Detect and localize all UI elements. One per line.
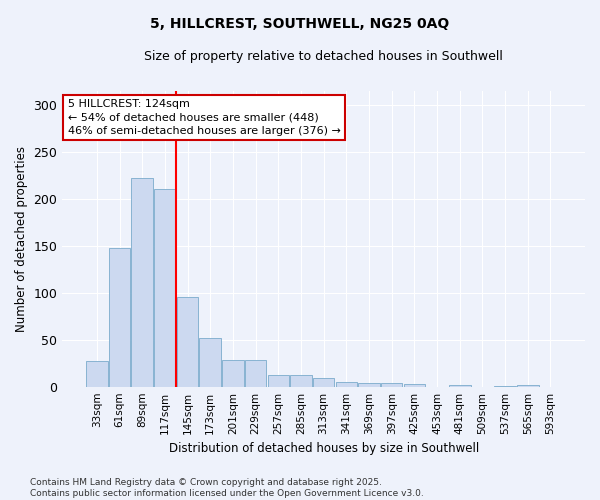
Bar — [268, 376, 289, 386]
Bar — [358, 383, 380, 386]
Bar — [449, 385, 470, 386]
Y-axis label: Number of detached properties: Number of detached properties — [15, 146, 28, 332]
Title: Size of property relative to detached houses in Southwell: Size of property relative to detached ho… — [144, 50, 503, 63]
Bar — [517, 385, 539, 386]
Text: 5 HILLCREST: 124sqm
← 54% of detached houses are smaller (448)
46% of semi-detac: 5 HILLCREST: 124sqm ← 54% of detached ho… — [68, 100, 340, 136]
Bar — [199, 338, 221, 386]
Text: 5, HILLCREST, SOUTHWELL, NG25 0AQ: 5, HILLCREST, SOUTHWELL, NG25 0AQ — [151, 18, 449, 32]
Bar — [154, 190, 176, 386]
Bar — [131, 178, 153, 386]
Bar — [86, 362, 107, 386]
X-axis label: Distribution of detached houses by size in Southwell: Distribution of detached houses by size … — [169, 442, 479, 455]
Text: Contains HM Land Registry data © Crown copyright and database right 2025.
Contai: Contains HM Land Registry data © Crown c… — [30, 478, 424, 498]
Bar — [335, 382, 357, 386]
Bar — [245, 360, 266, 386]
Bar — [109, 248, 130, 386]
Bar — [381, 383, 403, 386]
Bar — [404, 384, 425, 386]
Bar — [222, 360, 244, 386]
Bar — [177, 298, 199, 386]
Bar — [290, 376, 312, 386]
Bar — [313, 378, 334, 386]
